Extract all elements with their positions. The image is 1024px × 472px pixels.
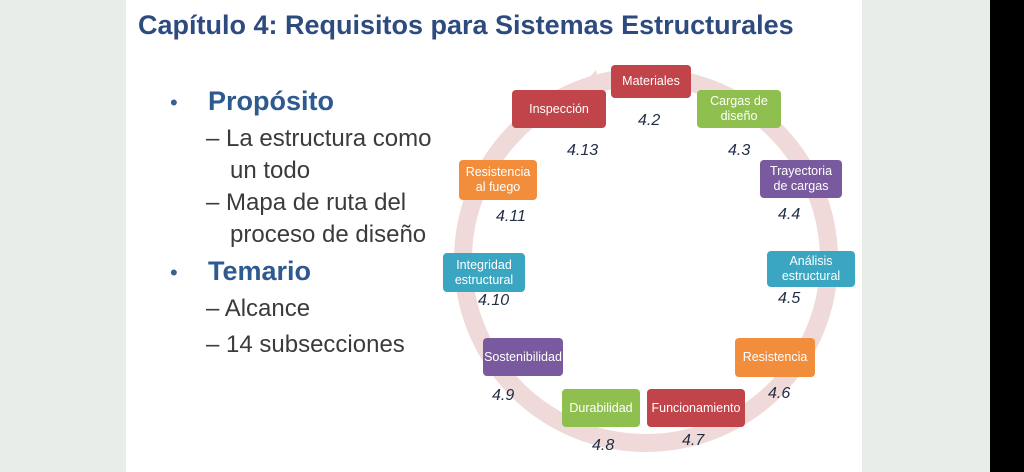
node-sostenibilidad: Sostenibilidad <box>483 338 563 376</box>
sub-item: – La estructura como <box>206 125 432 152</box>
node-label: Integridad estructural <box>454 257 514 287</box>
sub-item: – Alcance <box>206 295 311 322</box>
node-label: Cargas de diseño <box>710 94 768 123</box>
node-label: Resistencia al fuego <box>465 165 531 194</box>
sub-item: proceso de diseño <box>230 221 427 248</box>
node-label: Materiales <box>622 74 680 88</box>
sub-item: – 14 subsecciones <box>206 331 405 358</box>
section-label: 4.5 <box>778 290 801 307</box>
section-label: 4.4 <box>778 206 801 223</box>
bullet-marker: • <box>170 260 178 285</box>
node-label: Durabilidad <box>569 400 633 415</box>
slide: Capítulo 4: Requisitos para Sistemas Est… <box>126 0 862 472</box>
section-label: 4.8 <box>592 437 615 454</box>
node-resistencia-al-fuego: Resistencia al fuego <box>459 160 537 200</box>
section-label: 4.2 <box>638 112 661 129</box>
left-margin <box>0 0 126 472</box>
section-label: 4.6 <box>768 385 791 402</box>
section-label: 4.10 <box>478 292 510 309</box>
bullet-marker: • <box>170 90 178 115</box>
sub-item: un todo <box>230 157 311 184</box>
section-label: 4.11 <box>496 208 526 225</box>
node-resistencia: Resistencia <box>735 338 815 377</box>
node-trayectoria-de-cargas: Trayectoria de cargas <box>760 160 842 198</box>
bullet-heading-temario: Temario <box>208 256 312 286</box>
slide-title: Capítulo 4: Requisitos para Sistemas Est… <box>138 10 794 40</box>
node-inspeccion: Inspección <box>512 90 606 128</box>
section-label: 4.3 <box>728 142 751 159</box>
node-label: Inspección <box>529 101 589 116</box>
bullet-heading-proposito: Propósito <box>208 86 334 116</box>
node-cargas-de-diseno: Cargas de diseño <box>697 90 781 128</box>
node-label: Funcionamiento <box>651 400 741 415</box>
node-label: Resistencia <box>742 350 808 364</box>
node-durabilidad: Durabilidad <box>562 389 640 427</box>
section-label: 4.9 <box>492 387 515 404</box>
node-funcionamiento: Funcionamiento <box>647 389 745 427</box>
node-materiales: Materiales <box>611 65 691 98</box>
sub-item: – Mapa de ruta del <box>206 189 407 216</box>
node-label: Sostenibilidad <box>484 349 562 364</box>
section-label: 4.13 <box>567 142 599 159</box>
node-label: Trayectoria de cargas <box>769 164 833 193</box>
node-analisis-estructural: Análisis estructural <box>767 251 855 287</box>
section-label: 4.7 <box>682 432 705 449</box>
node-integridad-estructural: Integridad estructural <box>443 253 525 292</box>
right-margin <box>862 0 990 472</box>
cycle-arrowhead <box>578 70 602 96</box>
node-label: Análisis estructural <box>781 254 841 283</box>
